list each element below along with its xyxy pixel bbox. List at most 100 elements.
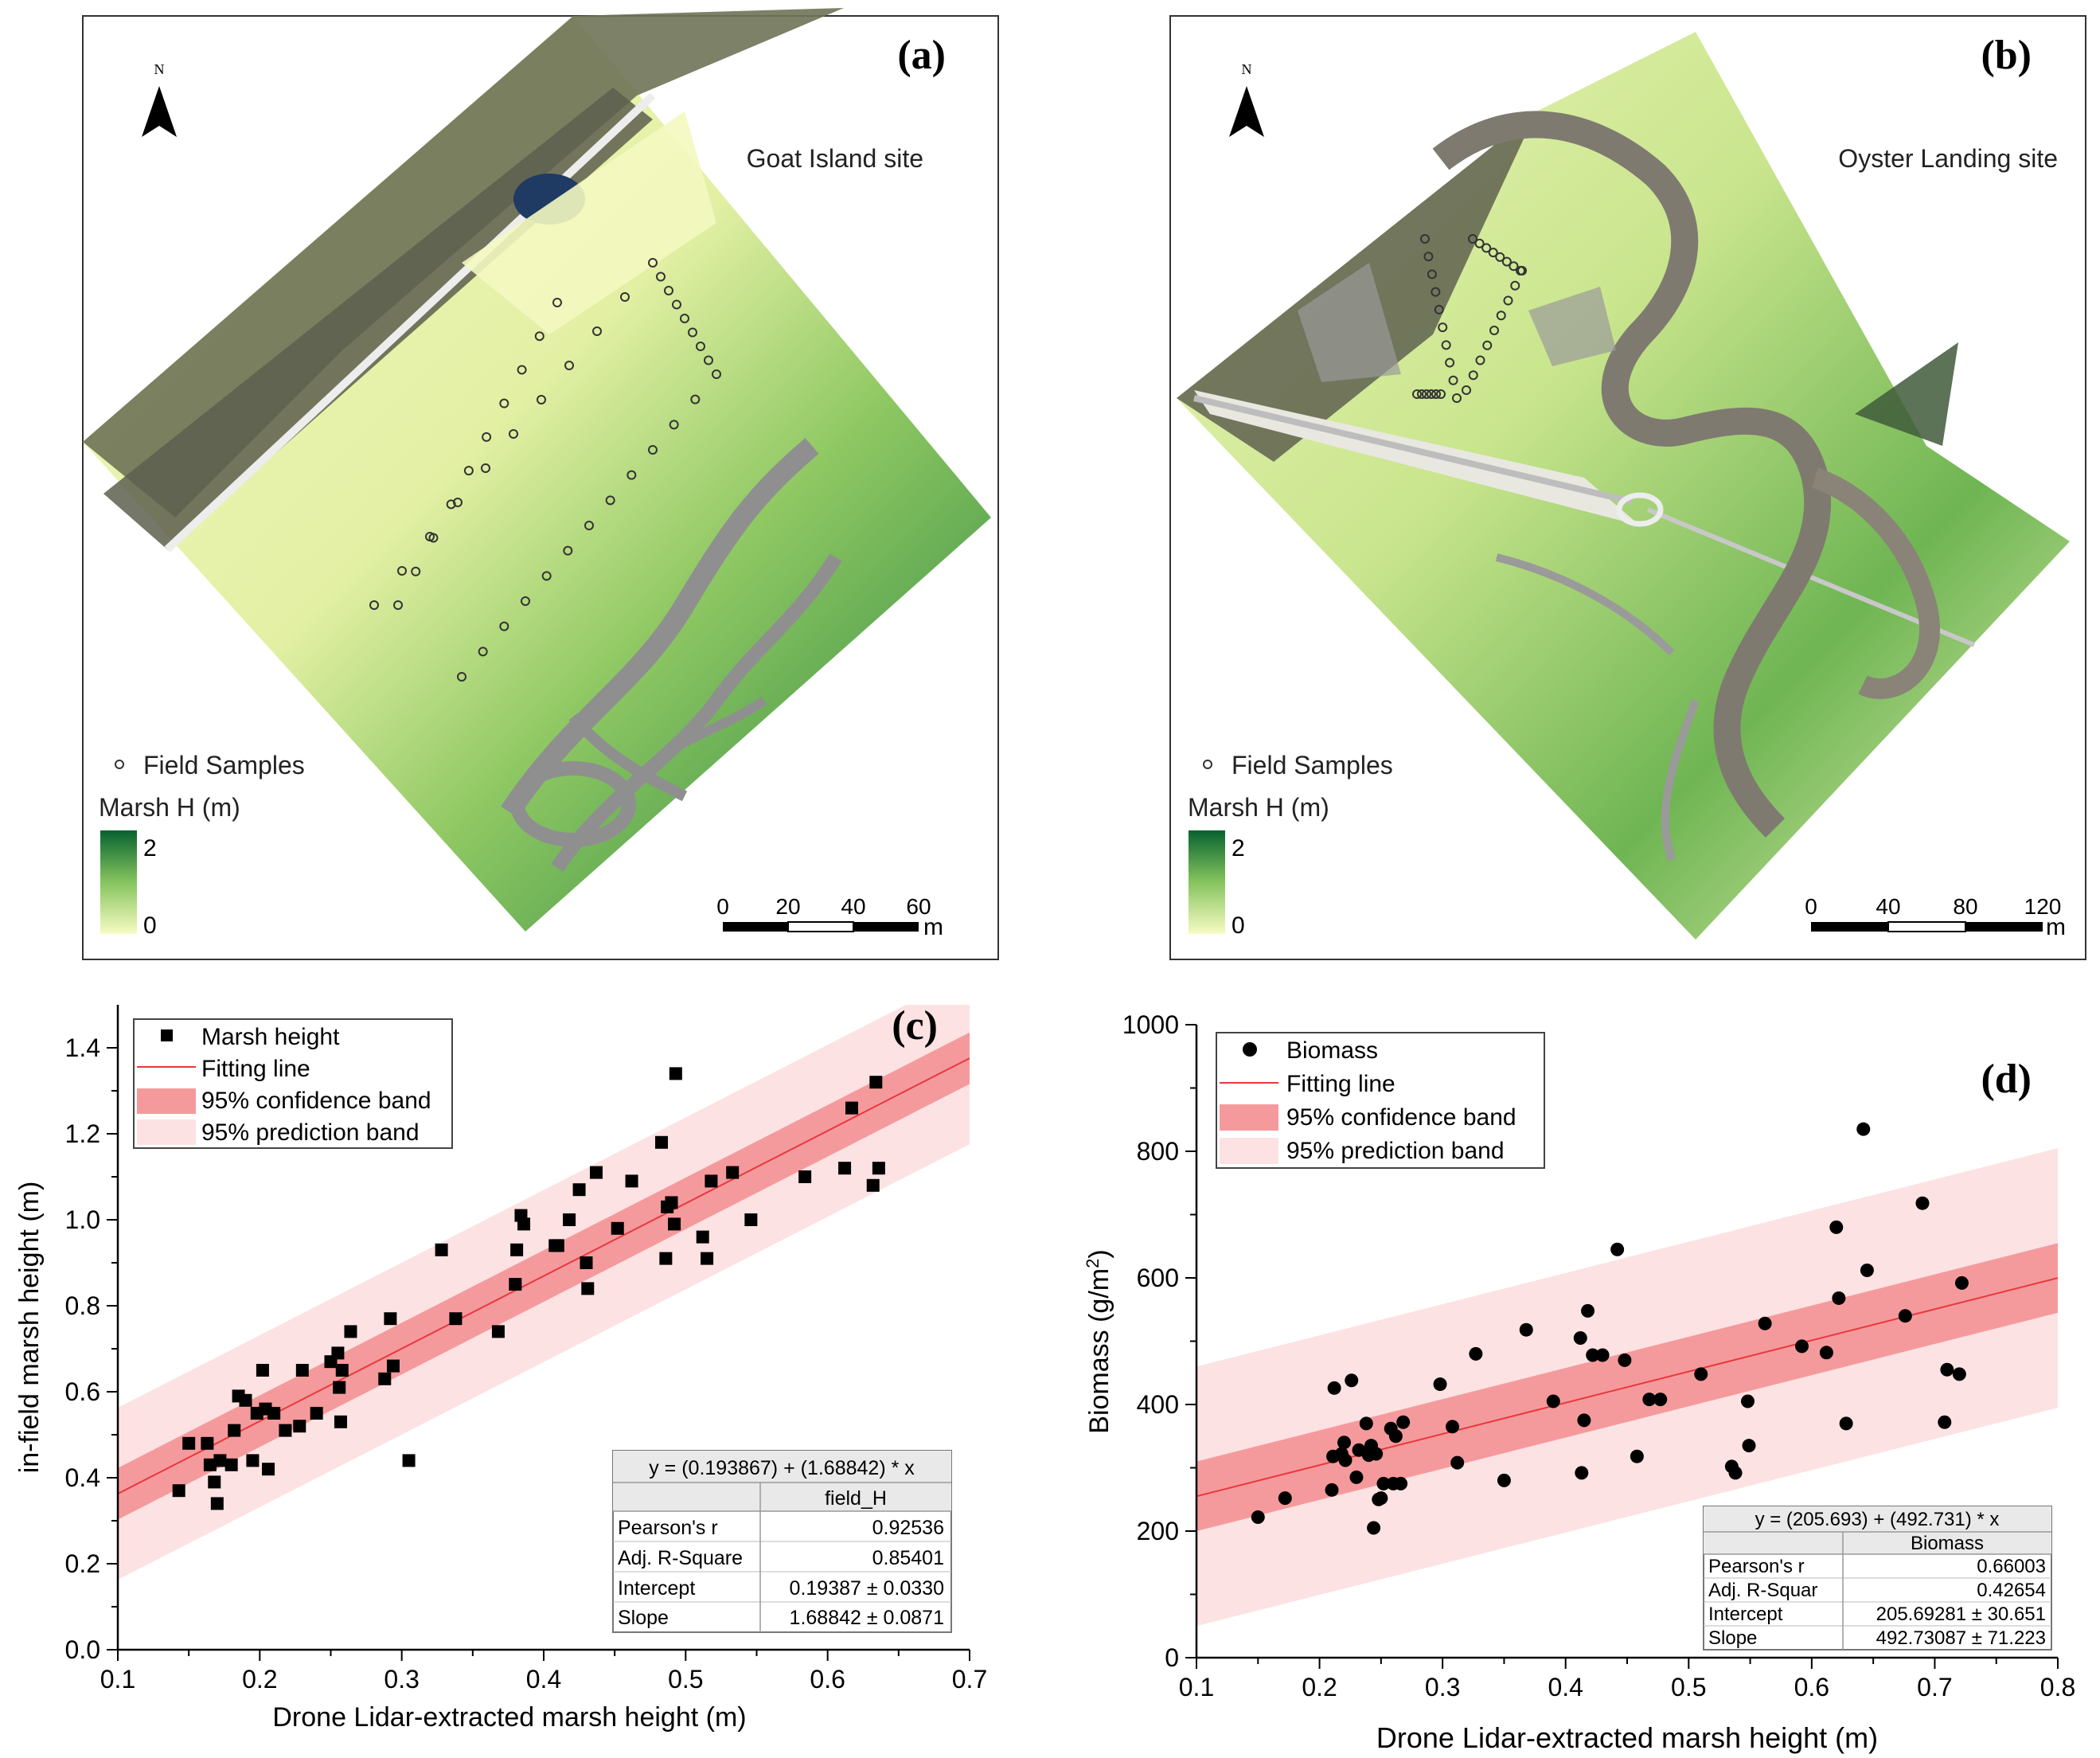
field-sample-marker	[481, 463, 490, 473]
data-point	[491, 1325, 505, 1338]
field-sample-marker	[648, 258, 658, 268]
data-point	[1278, 1491, 1292, 1506]
field-sample-marker	[446, 499, 456, 510]
data-points-d	[1251, 1122, 1969, 1535]
field-sample-marker	[1474, 238, 1485, 248]
field-sample-marker	[688, 327, 697, 338]
data-point	[1653, 1393, 1668, 1407]
field-sample-marker	[521, 596, 530, 606]
legend-item: Marsh height	[201, 1024, 340, 1050]
field-sample-marker	[453, 498, 463, 507]
stats-value: 1.68842 ± 0.0871	[790, 1607, 944, 1629]
stats-value: 205.69281 ± 30.651	[1876, 1604, 2046, 1625]
x-tick-label: 0.5	[668, 1665, 703, 1694]
data-points-c	[172, 1067, 885, 1510]
x-tick-label: 0.5	[1671, 1673, 1706, 1701]
stats-label: Intercept	[618, 1577, 695, 1600]
field-sample-marker	[605, 495, 615, 506]
field-sample-marker	[534, 331, 545, 342]
stats-column: Biomass	[1911, 1533, 1984, 1554]
field-sample-marker	[1509, 261, 1519, 272]
field-sample-marker	[1427, 389, 1436, 399]
data-point	[726, 1166, 740, 1179]
x-tick-label: 0.2	[242, 1665, 277, 1694]
colorbar-b	[1189, 830, 1225, 934]
scale-tick-b-2: 80	[1953, 894, 1977, 919]
field-sample-marker	[1495, 252, 1505, 262]
data-point	[509, 1278, 522, 1291]
field-sample-marker	[509, 429, 518, 439]
field-sample-marker	[1452, 393, 1462, 403]
data-point	[581, 1282, 595, 1295]
data-point	[1388, 1429, 1403, 1444]
stats-label: Intercept	[1708, 1604, 1783, 1625]
map-image-a	[83, 8, 991, 932]
data-point	[1938, 1415, 1952, 1429]
legend-item: 95% confidence band	[201, 1088, 431, 1114]
scale-tick-b-1: 40	[1876, 894, 1900, 919]
data-point	[435, 1243, 448, 1256]
x-tick-label: 0.1	[1179, 1673, 1214, 1701]
legend-marker-circle	[1243, 1042, 1257, 1057]
field-sample-marker	[626, 470, 637, 480]
data-point	[701, 1252, 714, 1265]
data-point	[665, 1196, 678, 1209]
scale-tick-b-3: 120	[2024, 894, 2062, 919]
scale-unit-b: m	[2046, 914, 2066, 940]
data-point	[669, 1067, 682, 1080]
y-axis-title-c: in-field marsh height (m)	[14, 1182, 45, 1474]
x-tick-label: 0.7	[1917, 1673, 1952, 1701]
field-sample-marker	[1441, 340, 1451, 350]
data-point	[1829, 1220, 1844, 1234]
legend-confidence-swatch	[1220, 1104, 1278, 1131]
fit-bands-c	[118, 1005, 970, 1580]
field-sample-marker	[541, 571, 552, 581]
data-point	[1327, 1381, 1341, 1395]
data-point	[611, 1221, 624, 1235]
data-point	[267, 1407, 281, 1420]
site-name-a: Goat Island site	[747, 144, 923, 173]
y-tick-label: 0.2	[65, 1549, 100, 1578]
x-tick-label: 0.3	[384, 1665, 419, 1694]
data-point	[402, 1454, 416, 1467]
data-point	[1546, 1394, 1560, 1408]
stats-column: field_H	[825, 1487, 887, 1510]
stats-value: 0.85401	[872, 1547, 944, 1569]
y-tick-label: 200	[1137, 1517, 1179, 1545]
legend-samples-b: Field Samples	[1232, 751, 1393, 779]
colorbar-max-a: 2	[143, 835, 157, 861]
stats-value: 0.66003	[1977, 1556, 2046, 1577]
panel-label-a: (a)	[897, 33, 946, 78]
colorbar-min-a: 0	[143, 912, 157, 939]
data-point	[213, 1454, 227, 1467]
field-sample-marker	[1468, 234, 1477, 244]
data-point	[563, 1213, 576, 1226]
data-point	[845, 1101, 858, 1115]
field-sample-marker	[669, 420, 679, 430]
field-sample-marker	[696, 342, 705, 351]
field-sample-marker	[690, 394, 701, 404]
data-point	[1577, 1413, 1591, 1428]
data-point	[1860, 1263, 1874, 1277]
field-sample-marker	[1489, 326, 1499, 335]
legend-title-b: Marsh H (m)	[1188, 793, 1329, 822]
field-sample-marker	[499, 621, 509, 631]
data-point	[201, 1436, 214, 1450]
data-point	[1742, 1439, 1756, 1453]
data-point	[1954, 1276, 1969, 1290]
stats-table-c: y = (0.193867) + (1.68842) * x field_H P…	[612, 1450, 952, 1633]
field-sample-marker	[393, 600, 403, 610]
axes-d: 0.1 0.2 0.3 0.4 0.5 0.6 0.7 0.8 0 200 400 600 800 100…	[1122, 1010, 2075, 1701]
scale-tick-a-1: 20	[775, 894, 800, 919]
map-panel-b: N (b) Oyster Landing site Field Samples …	[1169, 15, 2086, 960]
data-point	[1369, 1447, 1384, 1461]
field-sample-marker	[1488, 248, 1498, 258]
data-point	[378, 1372, 392, 1385]
data-point	[625, 1174, 638, 1188]
x-tick-label: 0.8	[2040, 1673, 2075, 1701]
y-tick-label: 800	[1137, 1137, 1179, 1166]
data-point	[256, 1364, 269, 1377]
data-point	[1819, 1346, 1833, 1360]
stats-table-d: y = (205.693) + (492.731) * x Biomass Pe…	[1703, 1506, 2052, 1651]
data-point	[1940, 1362, 1954, 1377]
